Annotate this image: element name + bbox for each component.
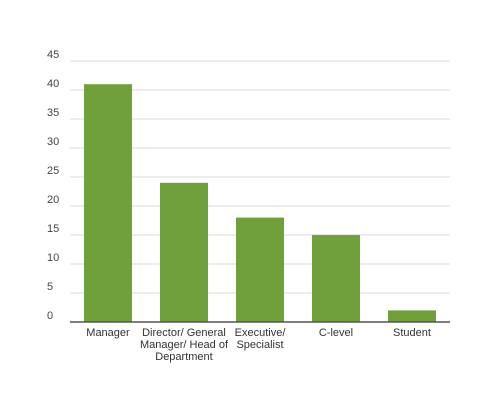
y-tick-label: 20 — [47, 194, 59, 206]
x-tick-label-line: Specialist — [236, 339, 283, 351]
bar — [236, 217, 284, 322]
x-tick-label: Executive/Specialist — [235, 327, 287, 351]
x-tick-label-line: Manager/ Head of — [140, 339, 229, 351]
bar — [160, 182, 208, 322]
y-tick-label: 30 — [47, 136, 59, 148]
x-tick-label-line: Director/ General — [142, 327, 226, 339]
y-tick-label: 10 — [47, 252, 59, 264]
y-tick-label: 25 — [47, 165, 59, 177]
bar — [312, 235, 360, 322]
y-tick-label: 5 — [47, 281, 53, 293]
x-tick-label: C-level — [319, 327, 353, 339]
gridlines — [70, 60, 450, 294]
x-tick-label-line: Student — [393, 327, 431, 339]
y-tick-label: 0 — [47, 310, 53, 322]
y-axis: 0 5 10 15 20 25 30 35 40 45 — [47, 49, 59, 322]
x-tick-label-line: Department — [155, 351, 212, 363]
x-axis: Manager Director/ General Manager/ Head of… — [70, 321, 450, 363]
x-tick-label-line: C-level — [319, 327, 353, 339]
x-tick-label: Student — [393, 327, 431, 339]
x-tick-label: Director/ General Manager/ Head of Departm… — [140, 327, 229, 363]
y-tick-label: 45 — [47, 49, 59, 61]
x-tick-label-line: Executive/ — [235, 327, 287, 339]
x-tick-label-line: Manager — [86, 327, 130, 339]
y-tick-label: 35 — [47, 107, 59, 119]
y-tick-label: 40 — [47, 78, 59, 90]
bar — [84, 84, 132, 322]
y-tick-label: 15 — [47, 223, 59, 235]
bars — [84, 84, 436, 322]
x-tick-label: Manager — [86, 327, 130, 339]
bar — [388, 310, 436, 322]
